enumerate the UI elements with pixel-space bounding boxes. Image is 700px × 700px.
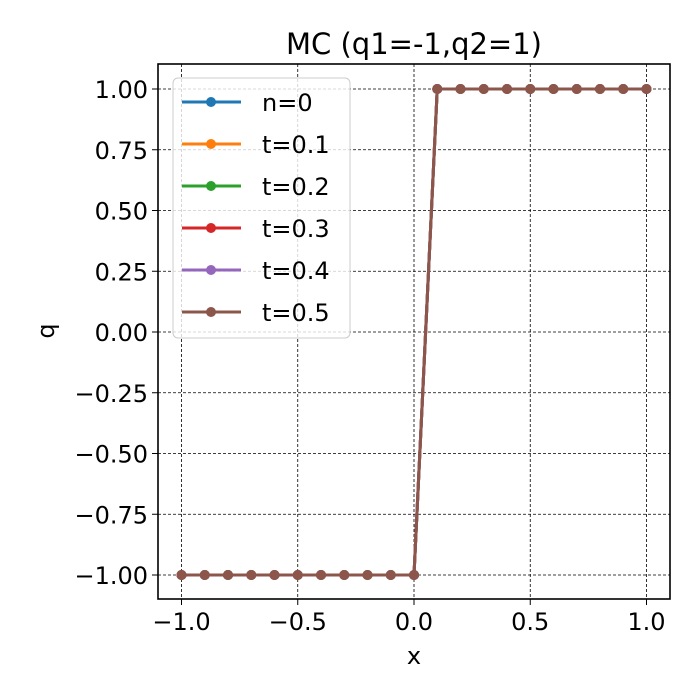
legend-marker-icon (206, 223, 216, 233)
data-point (385, 570, 396, 580)
y-tick-label: 0.50 (95, 198, 148, 226)
x-tick-label: −1.0 (152, 608, 210, 636)
data-point (548, 84, 559, 94)
y-tick-label: 0.75 (95, 137, 148, 165)
data-point (502, 84, 512, 94)
data-point (269, 570, 280, 580)
series-group (176, 84, 652, 580)
legend-marker-icon (206, 265, 216, 275)
data-point (618, 84, 629, 94)
data-point (199, 570, 210, 580)
legend-item: t=0.2 (182, 173, 330, 201)
legend-item: t=0.5 (182, 299, 330, 327)
y-axis-label: q (32, 323, 60, 338)
data-point (455, 84, 466, 94)
data-point (223, 570, 233, 580)
y-tick-label: −0.50 (74, 441, 148, 469)
x-tick-label: −0.5 (269, 608, 327, 636)
y-tick-label: 0.25 (95, 258, 148, 286)
legend-label: t=0.4 (262, 257, 330, 285)
legend-label: t=0.3 (262, 215, 330, 243)
data-point (571, 84, 582, 94)
y-tick-label: −0.25 (74, 380, 148, 408)
data-point (362, 570, 373, 580)
legend-marker-icon (206, 307, 216, 317)
data-point (409, 570, 419, 580)
data-point (339, 570, 350, 580)
series-t=0.5 (176, 84, 652, 580)
legend-item: t=0.1 (182, 131, 330, 159)
y-tick-label: 0.00 (95, 319, 148, 347)
y-tick-label: −0.75 (74, 501, 148, 529)
legend-marker-icon (206, 181, 216, 191)
y-tick-label: 1.00 (95, 76, 148, 104)
legend-label: t=0.5 (262, 299, 330, 327)
data-point (292, 570, 303, 580)
x-tick-label: 0.0 (395, 608, 433, 636)
legend-marker-icon (206, 139, 216, 149)
legend-marker-icon (206, 97, 216, 107)
x-tick-label: 0.5 (511, 608, 549, 636)
data-point (316, 570, 326, 580)
data-point (432, 84, 443, 94)
x-axis: −1.0 −0.5 0.0 0.5 1.0 (152, 599, 666, 636)
legend-label: n=0 (262, 89, 313, 117)
data-point (176, 570, 187, 580)
data-point (641, 84, 652, 94)
legend-item: t=0.4 (182, 257, 330, 285)
legend: n=0 t=0.1 t=0.2 t=0.3 t=0.4 t=0.5 (172, 77, 351, 339)
x-tick-label: 1.0 (627, 608, 665, 636)
data-point (595, 84, 605, 94)
legend-item: n=0 (182, 89, 313, 117)
data-point (246, 570, 257, 580)
legend-label: t=0.1 (262, 131, 330, 159)
data-point (478, 84, 489, 94)
legend-item: t=0.3 (182, 215, 330, 243)
y-tick-label: −1.00 (74, 562, 148, 590)
chart-title: MC (q1=-1,q2=1) (286, 27, 542, 61)
y-axis: 1.00 0.75 0.50 0.25 0.00 −0.25 −0.50 −0.75 −1.00 (74, 76, 158, 590)
legend-label: t=0.2 (262, 173, 330, 201)
data-point (525, 84, 536, 94)
x-axis-label: x (407, 642, 421, 670)
